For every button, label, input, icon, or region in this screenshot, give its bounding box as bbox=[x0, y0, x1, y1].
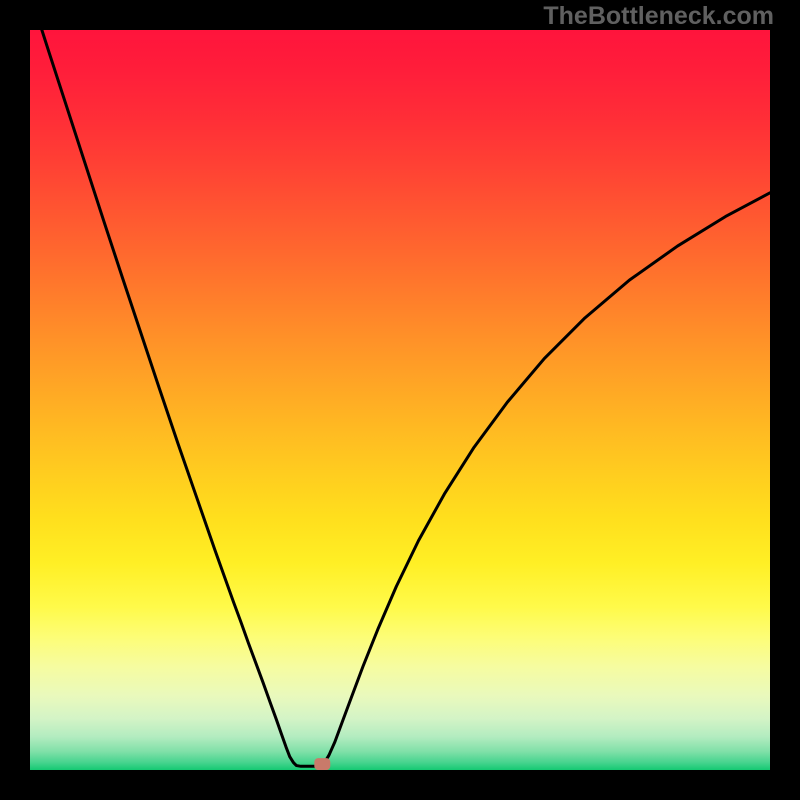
highlight-marker bbox=[314, 758, 330, 770]
chart-svg bbox=[30, 30, 770, 770]
plot-area bbox=[30, 30, 770, 770]
watermark-text: TheBottleneck.com bbox=[543, 2, 774, 31]
gradient-background bbox=[30, 30, 770, 770]
